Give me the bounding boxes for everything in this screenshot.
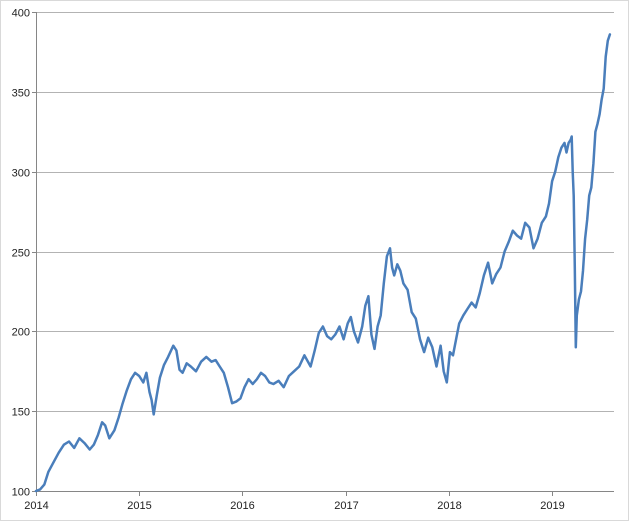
x-tick-label: 2016 [230, 500, 254, 512]
series-line-0 [34, 33, 612, 493]
x-axis-ticks: 2014 2015 2016 2017 2018 2019 [24, 500, 564, 512]
x-tick-label: 2018 [437, 500, 461, 512]
y-tick-label: 200 [12, 327, 30, 339]
y-tick-label: 350 [12, 88, 30, 100]
gridlines [36, 12, 614, 412]
x-tick-label: 2019 [540, 500, 564, 512]
x-tick-label: 2014 [24, 500, 48, 512]
x-tick-label: 2017 [334, 500, 358, 512]
y-tick-label: 100 [12, 487, 30, 499]
x-tick-label: 2015 [127, 500, 151, 512]
y-tick-label: 150 [12, 407, 30, 419]
series-group [34, 33, 612, 493]
y-axis-ticks: 100 150 200 250 300 350 400 [12, 8, 30, 499]
y-tick-label: 300 [12, 168, 30, 180]
axes [32, 12, 614, 496]
y-tick-label: 400 [12, 8, 30, 20]
y-tick-label: 250 [12, 248, 30, 260]
